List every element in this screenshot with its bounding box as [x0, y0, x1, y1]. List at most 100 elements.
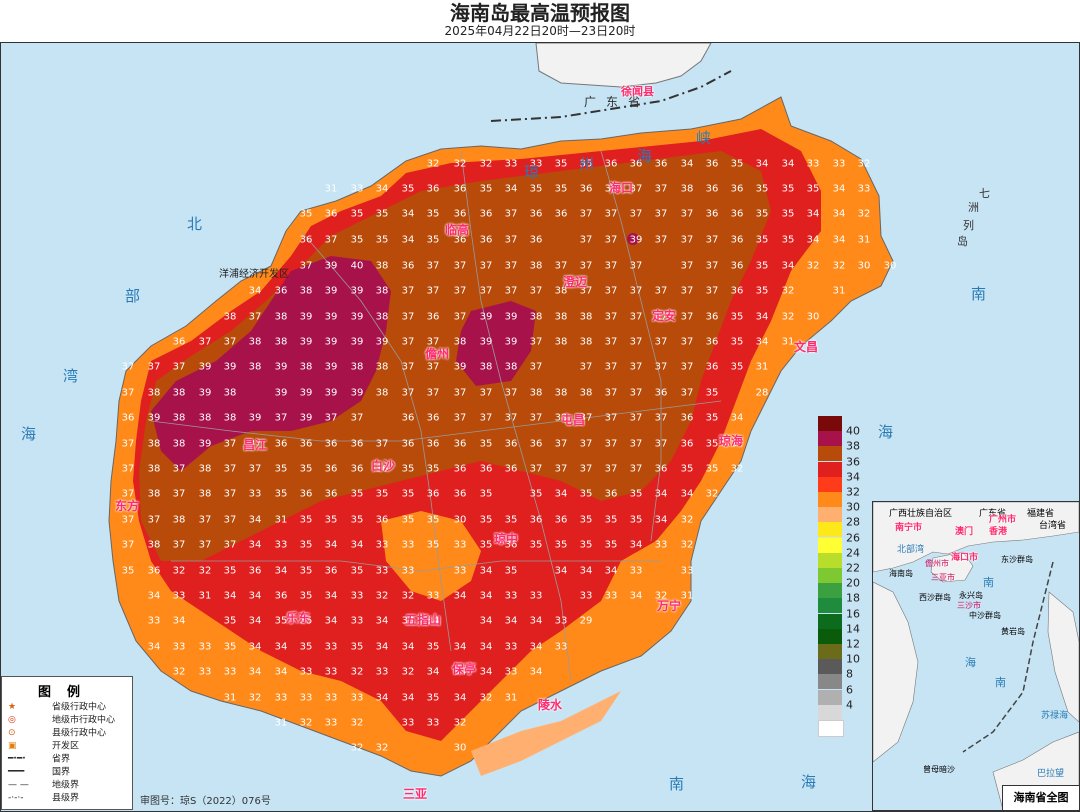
temperature-cell: 39: [324, 260, 338, 272]
temperature-cell: 32: [857, 208, 871, 220]
temperature-cell: 35: [350, 208, 364, 220]
temperature-cell: 32: [654, 590, 668, 602]
temperature-cell: 34: [248, 615, 262, 627]
temperature-cell: 35: [350, 514, 364, 526]
temperature-cell: 34: [730, 412, 744, 424]
city-label: 三亚: [403, 787, 428, 801]
temperature-cell: 31: [274, 717, 288, 729]
temperature-cell: 38: [147, 387, 161, 399]
temperature-cell: 36: [350, 463, 364, 475]
inset-label: 南: [983, 576, 994, 589]
island-label: 洲: [968, 201, 979, 214]
temperature-cell: 35: [375, 234, 389, 246]
temperature-cell: 35: [299, 641, 313, 653]
temperature-cell: 37: [705, 260, 719, 272]
temperature-cell: 37: [401, 285, 415, 297]
temperature-cell: 37: [680, 361, 694, 373]
temperature-cell: 35: [730, 361, 744, 373]
temperature-cell: 37: [604, 311, 618, 323]
temperature-cell: 38: [172, 412, 186, 424]
temperature-cell: 38: [554, 336, 568, 348]
temperature-cell: 31: [832, 285, 846, 297]
temperature-cell: 36: [730, 260, 744, 272]
temperature-cell: 36: [730, 183, 744, 195]
square-icon: ▣: [8, 741, 17, 751]
temperature-cell: 37: [401, 361, 415, 373]
color-swatch: [818, 446, 842, 462]
color-label: 32: [846, 485, 860, 499]
temperature-cell: 37: [529, 463, 543, 475]
temperature-cell: 33: [504, 590, 518, 602]
color-swatch: [818, 522, 842, 538]
temperature-cell: 38: [375, 311, 389, 323]
temperature-cell: 34: [479, 641, 493, 653]
temperature-cell: 31: [198, 590, 212, 602]
temperature-cell: 33: [680, 565, 694, 577]
temperature-cell: 39: [350, 336, 364, 348]
temperature-cell: 39: [198, 361, 212, 373]
temperature-cell: 32: [248, 692, 262, 704]
legend-row: ◎ 地级市行政中心: [8, 715, 116, 726]
temperature-cell: 39: [375, 336, 389, 348]
temperature-cell: 37: [579, 234, 593, 246]
sea-label: 海: [21, 425, 37, 443]
inset-label: 广州市: [989, 515, 1017, 525]
province-boundary: [490, 70, 732, 122]
temperature-cell: 39: [274, 361, 288, 373]
temperature-cell: 35: [604, 539, 618, 551]
temperature-cell: 37: [529, 285, 543, 297]
temperature-cell: 37: [223, 336, 237, 348]
inset-map[interactable]: 广西壮族自治区 广东省 福建省 台湾省 南宁市 广州市 香港 澳门 北部湾 海口…: [872, 501, 1080, 811]
temperature-cell: 37: [453, 260, 467, 272]
temperature-cell: 38: [248, 336, 262, 348]
temperature-cell: 35: [604, 514, 618, 526]
country-line-icon: ━━━: [8, 767, 25, 777]
color-label: 24: [846, 546, 860, 560]
temperature-cell: 33: [579, 590, 593, 602]
color-swatch: [818, 628, 842, 644]
temperature-cell: 36: [579, 183, 593, 195]
temperature-cell: 37: [629, 387, 643, 399]
temperature-cell: 37: [479, 387, 493, 399]
temperature-cell: 38: [223, 387, 237, 399]
temperature-cell: 37: [426, 260, 440, 272]
legend-row: ⊙ 县级行政中心: [8, 728, 107, 739]
temperature-cell: 34: [375, 692, 389, 704]
temperature-cell: 34: [248, 590, 262, 602]
color-label: 38: [846, 439, 860, 453]
city-label: 万宁: [657, 599, 682, 613]
temperature-cell: 36: [554, 208, 568, 220]
temperature-cell: 34: [248, 514, 262, 526]
temperature-cell: 34: [806, 234, 820, 246]
temperature-cell: 37: [680, 234, 694, 246]
temperature-cell: 36: [705, 336, 719, 348]
temperature-cell: 33: [198, 641, 212, 653]
color-label: 22: [846, 561, 860, 575]
temperature-cell: 37: [604, 260, 618, 272]
temperature-cell: 37: [654, 285, 668, 297]
temperature-cell: 35: [479, 183, 493, 195]
temperature-cell: 34: [453, 590, 467, 602]
temperature-cell: 37: [579, 361, 593, 373]
temperature-cell: 34: [147, 641, 161, 653]
island-label: 七: [979, 187, 990, 200]
temperature-cell: 39: [350, 285, 364, 297]
temperature-cell: 33: [654, 539, 668, 551]
temperature-cell: 37: [579, 208, 593, 220]
temperature-cell: 37: [223, 463, 237, 475]
city-label: 海口: [609, 181, 634, 195]
temperature-cell: 34: [375, 641, 389, 653]
temperature-cell: 38: [680, 183, 694, 195]
temperature-cell: 37: [629, 260, 643, 272]
target-icon: ◎: [8, 715, 16, 725]
temperature-cell: 35: [705, 438, 719, 450]
temperature-cell: 39: [629, 234, 643, 246]
temperature-cell: 34: [755, 311, 769, 323]
inset-label: 台湾省: [1039, 521, 1067, 531]
county-border: [150, 400, 722, 442]
color-swatch: [818, 552, 842, 568]
temp-band-38-west: [151, 256, 391, 471]
temp-band-36: [139, 151, 771, 561]
temperature-cell: 35: [629, 488, 643, 500]
color-swatch: [818, 659, 842, 675]
